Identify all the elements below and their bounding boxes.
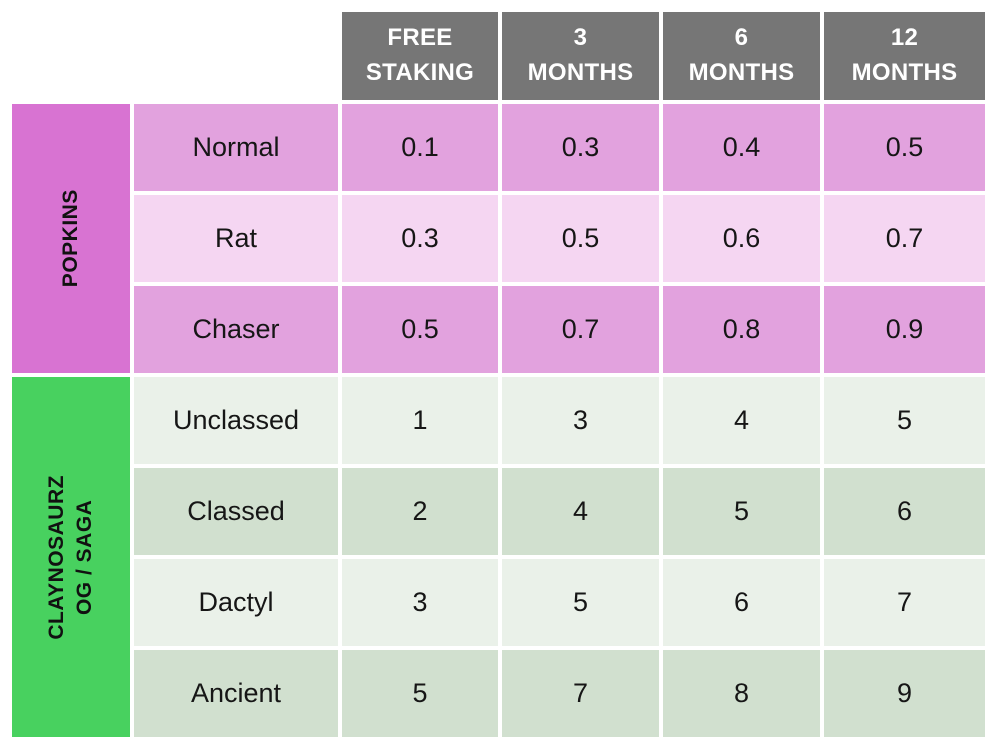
value-cell: 8: [663, 650, 820, 737]
value-cell: 0.3: [342, 195, 498, 282]
value-cell: 9: [824, 650, 985, 737]
row-label-unclassed: Unclassed: [134, 377, 338, 464]
value-cell: 0.8: [663, 286, 820, 373]
value-cell: 3: [502, 377, 659, 464]
section-label-claynosaurz: CLAYNOSAURZ OG / SAGA: [12, 377, 130, 737]
col-header-6-months: 6 MONTHS: [663, 12, 820, 100]
value-cell: 1: [342, 377, 498, 464]
value-cell: 5: [502, 559, 659, 646]
value-cell: 0.4: [663, 104, 820, 191]
value-cell: 0.7: [824, 195, 985, 282]
value-cell: 2: [342, 468, 498, 555]
value-cell: 0.7: [502, 286, 659, 373]
value-cell: 4: [663, 377, 820, 464]
value-cell: 7: [824, 559, 985, 646]
value-cell: 0.5: [502, 195, 659, 282]
value-cell: 0.6: [663, 195, 820, 282]
row-label-chaser: Chaser: [134, 286, 338, 373]
value-cell: 5: [663, 468, 820, 555]
value-cell: 0.3: [502, 104, 659, 191]
col-header-3-months: 3 MONTHS: [502, 12, 659, 100]
row-label-ancient: Ancient: [134, 650, 338, 737]
value-cell: 0.9: [824, 286, 985, 373]
value-cell: 4: [502, 468, 659, 555]
staking-rewards-table: FREE STAKING 3 MONTHS 6 MONTHS 12 MONTHS…: [12, 12, 985, 737]
value-cell: 5: [342, 650, 498, 737]
section-label-claynosaurz-text: CLAYNOSAURZ OG / SAGA: [44, 474, 97, 640]
row-label-classed: Classed: [134, 468, 338, 555]
header-spacer: [12, 12, 338, 100]
value-cell: 7: [502, 650, 659, 737]
row-label-rat: Rat: [134, 195, 338, 282]
col-header-12-months: 12 MONTHS: [824, 12, 985, 100]
value-cell: 0.5: [342, 286, 498, 373]
value-cell: 0.5: [824, 104, 985, 191]
row-label-normal: Normal: [134, 104, 338, 191]
value-cell: 0.1: [342, 104, 498, 191]
row-label-dactyl: Dactyl: [134, 559, 338, 646]
section-label-popkins: POPKINS: [12, 104, 130, 373]
section-label-popkins-text: POPKINS: [58, 189, 82, 288]
value-cell: 6: [663, 559, 820, 646]
value-cell: 5: [824, 377, 985, 464]
value-cell: 3: [342, 559, 498, 646]
col-header-free-staking: FREE STAKING: [342, 12, 498, 100]
value-cell: 6: [824, 468, 985, 555]
